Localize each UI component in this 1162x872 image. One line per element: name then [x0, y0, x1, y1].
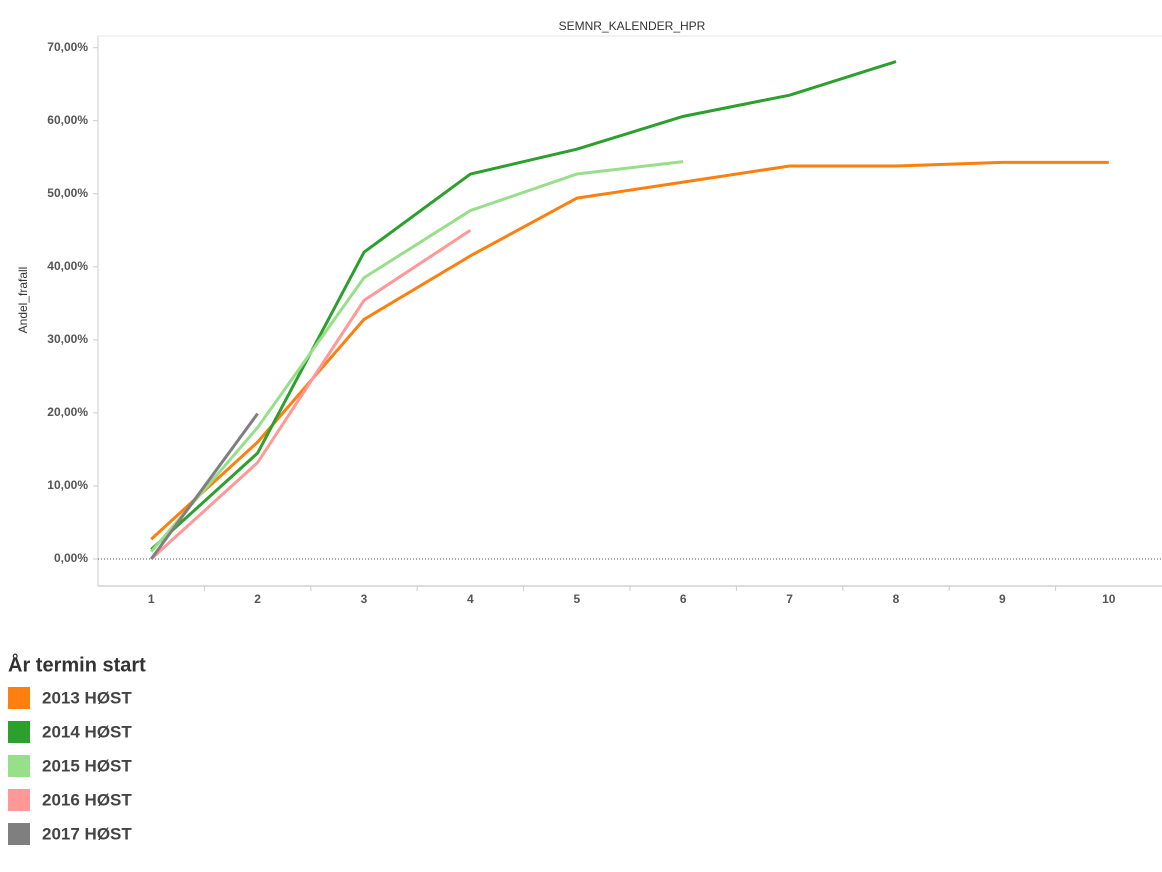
x-tick-label: 3 — [361, 592, 368, 606]
legend-label: 2015 HØST — [42, 756, 132, 775]
series-line — [150, 160, 1109, 541]
legend-label: 2016 HØST — [42, 790, 132, 809]
legend-swatch — [8, 755, 30, 777]
legend-label: 2014 HØST — [42, 722, 132, 741]
legend-title: År termin start — [8, 652, 146, 676]
legend-label: 2017 HØST — [42, 824, 132, 843]
x-tick-label: 1 — [148, 592, 155, 606]
y-tick-label: 70,00% — [47, 40, 88, 54]
series-line — [149, 412, 259, 560]
y-tick-label: 0,00% — [54, 551, 88, 565]
y-tick-label: 20,00% — [47, 405, 88, 419]
series-line — [150, 229, 472, 561]
x-tick-label: 7 — [786, 592, 793, 606]
y-tick-label: 60,00% — [47, 113, 88, 127]
y-tick-label: 50,00% — [47, 186, 88, 200]
x-tick-label: 8 — [893, 592, 900, 606]
y-tick-label: 10,00% — [47, 478, 88, 492]
legend-swatch — [8, 687, 30, 709]
legend-swatch — [8, 823, 30, 845]
y-tick-label: 40,00% — [47, 259, 88, 273]
legend-label: 2013 HØST — [42, 688, 132, 707]
legend-swatch — [8, 721, 30, 743]
legend-swatch — [8, 789, 30, 811]
series-line — [150, 160, 684, 553]
x-tick-label: 10 — [1102, 592, 1116, 606]
chart-title: SEMNR_KALENDER_HPR — [559, 19, 706, 33]
x-tick-label: 5 — [573, 592, 580, 606]
series-line — [150, 60, 897, 551]
y-tick-label: 30,00% — [47, 332, 88, 346]
x-tick-label: 6 — [680, 592, 687, 606]
x-tick-label: 9 — [999, 592, 1006, 606]
x-tick-label: 2 — [254, 592, 261, 606]
y-axis-label: Andel_frafall — [16, 267, 30, 334]
x-tick-label: 4 — [467, 592, 474, 606]
